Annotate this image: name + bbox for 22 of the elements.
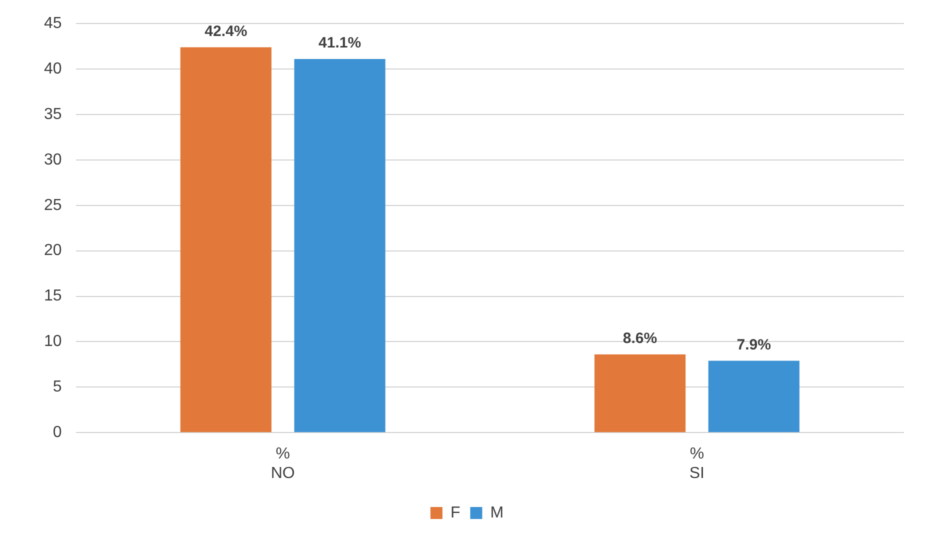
legend-label: M — [490, 504, 504, 522]
y-tick-label: 40 — [44, 60, 62, 78]
y-tick-label: 15 — [44, 288, 62, 305]
y-tick-label: 25 — [44, 196, 62, 214]
y-tick-label: 10 — [44, 333, 62, 350]
y-tick-label: 0 — [52, 424, 62, 442]
bar — [594, 354, 686, 432]
y-tick-label: 45 — [44, 15, 62, 32]
data-label: 41.1% — [318, 34, 362, 52]
legend-label: F — [450, 504, 460, 522]
bar — [180, 47, 272, 432]
y-tick-label: 35 — [44, 106, 62, 123]
x-tick-label: % NO — [270, 446, 295, 482]
y-tick-label: 30 — [44, 151, 62, 168]
bar — [708, 360, 800, 432]
bar — [294, 59, 386, 432]
data-label: 7.9% — [736, 336, 771, 354]
x-tick-label: % SI — [689, 446, 705, 482]
y-tick-label: 5 — [52, 378, 62, 396]
y-tick-label: 20 — [44, 242, 62, 260]
data-label: 42.4% — [204, 22, 248, 40]
data-label: 8.6% — [622, 330, 658, 348]
